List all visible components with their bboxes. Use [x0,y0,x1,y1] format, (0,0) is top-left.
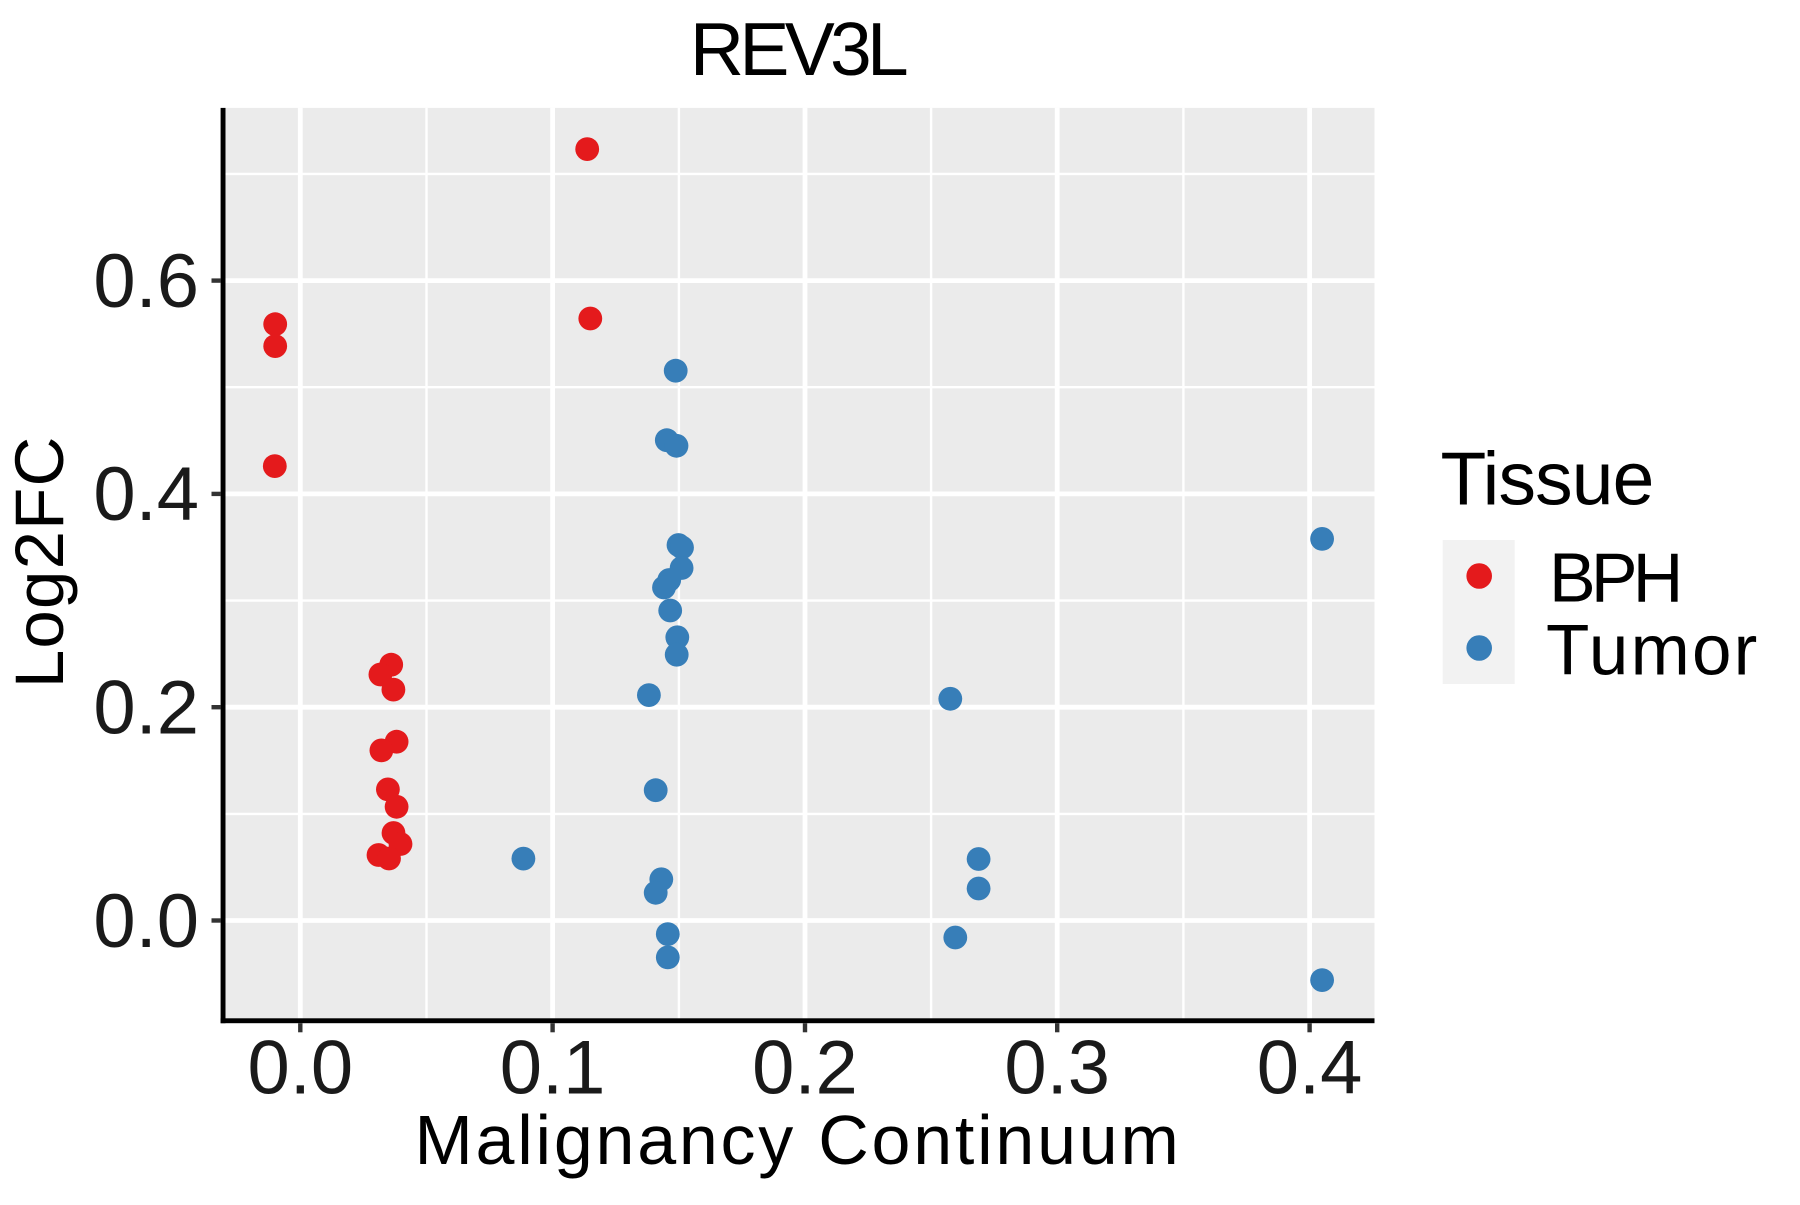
svg-text:0.0: 0.0 [247,1026,353,1111]
svg-text:0.1: 0.1 [500,1026,606,1111]
svg-text:0.2: 0.2 [93,666,199,751]
svg-text:0.6: 0.6 [93,239,199,324]
svg-text:Log2FC: Log2FC [1,435,78,688]
svg-text:0.4: 0.4 [1257,1026,1363,1111]
svg-text:REV3L: REV3L [690,7,907,91]
svg-text:0.0: 0.0 [93,879,199,964]
svg-text:0.2: 0.2 [752,1026,858,1111]
svg-text:Tumor: Tumor [1546,612,1760,691]
svg-text:0.4: 0.4 [93,452,199,537]
svg-text:0.3: 0.3 [1004,1026,1110,1111]
svg-text:Tissue: Tissue [1441,437,1654,521]
svg-text:Malignancy Continuum: Malignancy Continuum [414,1101,1181,1179]
svg-text:BPH: BPH [1549,539,1679,617]
